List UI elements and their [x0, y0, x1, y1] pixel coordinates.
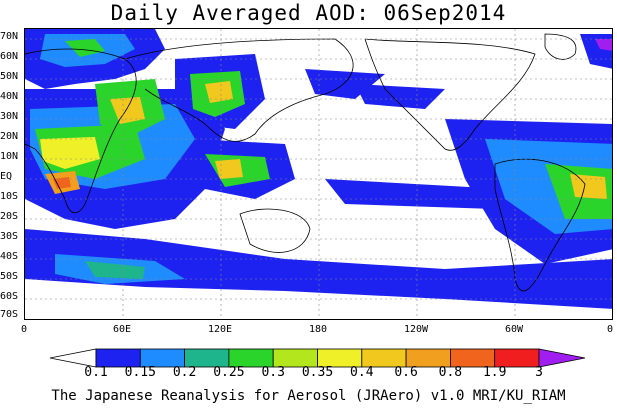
colorbar-label: 0.3 — [261, 365, 285, 380]
colorbar-label: 0.1 — [84, 365, 108, 380]
aod-region-seasia-hot — [215, 159, 243, 179]
credit-line: The Japanese Reanalysis for Aerosol (JRA… — [51, 388, 566, 404]
coastline-south-america — [494, 158, 586, 292]
lat-label: EQ — [0, 171, 13, 182]
lat-label: 20N — [0, 131, 19, 142]
aod-region-arctic-hot — [595, 39, 612, 51]
aod-region-npacific2 — [355, 84, 445, 109]
lon-label: 0 — [606, 324, 614, 335]
colorbar-label: 0.25 — [213, 365, 245, 380]
coastline-greenland — [544, 33, 577, 60]
graticule — [25, 29, 612, 319]
aod-map — [24, 28, 613, 320]
lat-label: 10S — [0, 191, 19, 202]
lat-label: 70N — [0, 31, 19, 42]
colorbar-cell — [538, 348, 586, 368]
map-title: Daily Averaged AOD: 06Sep2014 — [110, 1, 507, 25]
coastline-australia — [239, 208, 311, 253]
lat-label: 50S — [0, 271, 19, 282]
colorbar — [49, 348, 586, 368]
lon-label: 60E — [112, 324, 132, 335]
lon-label: 60W — [504, 324, 524, 335]
colorbar-cells — [49, 348, 586, 368]
aod-region-europe-hot — [65, 39, 105, 57]
aod-region-east-asia-hot — [205, 81, 233, 103]
colorbar-label: 0.35 — [301, 365, 334, 380]
colorbar-label: 1.9 — [482, 365, 507, 380]
lon-label: 120W — [403, 324, 429, 335]
lat-label: 40N — [0, 91, 19, 102]
lat-label: 30N — [0, 111, 19, 122]
aod-region-npacific — [305, 69, 385, 99]
aod-region-africa-yellow — [40, 137, 100, 169]
lat-label: 60S — [0, 291, 19, 302]
lat-label: 60N — [0, 51, 19, 62]
lon-label: 180 — [308, 324, 328, 335]
aod-map-canvas — [25, 29, 612, 319]
lat-label: 10N — [0, 151, 19, 162]
aod-region-spacific — [325, 179, 505, 209]
colorbar-label: 3 — [535, 365, 543, 380]
lat-label: 30S — [0, 231, 19, 242]
lat-label: 70S — [0, 309, 19, 320]
aod-region-samerica-hot — [570, 174, 607, 199]
colorbar-label: 0.15 — [124, 365, 156, 380]
colorbar-label: 0.2 — [172, 365, 197, 380]
lon-label: 0 — [20, 324, 28, 335]
lat-label: 50N — [0, 71, 19, 82]
lat-label: 20S — [0, 211, 19, 222]
lat-label: 40S — [0, 251, 19, 262]
coastlines — [25, 33, 586, 292]
coastline-asia — [124, 38, 354, 142]
coastline-north-america — [364, 38, 536, 151]
lon-label: 120E — [207, 324, 233, 335]
aod-region-africa-red — [53, 177, 71, 189]
colorbar-label: 0.4 — [350, 365, 374, 380]
colorbar-label: 0.8 — [438, 365, 463, 380]
aod-region-arabia-yellow — [110, 97, 145, 124]
aod-region-southern-ocean-green — [85, 261, 145, 279]
coastline-europe-africa — [25, 48, 137, 214]
colorbar-label: 0.6 — [394, 365, 418, 380]
aod-region-southern-ocean — [25, 229, 612, 309]
